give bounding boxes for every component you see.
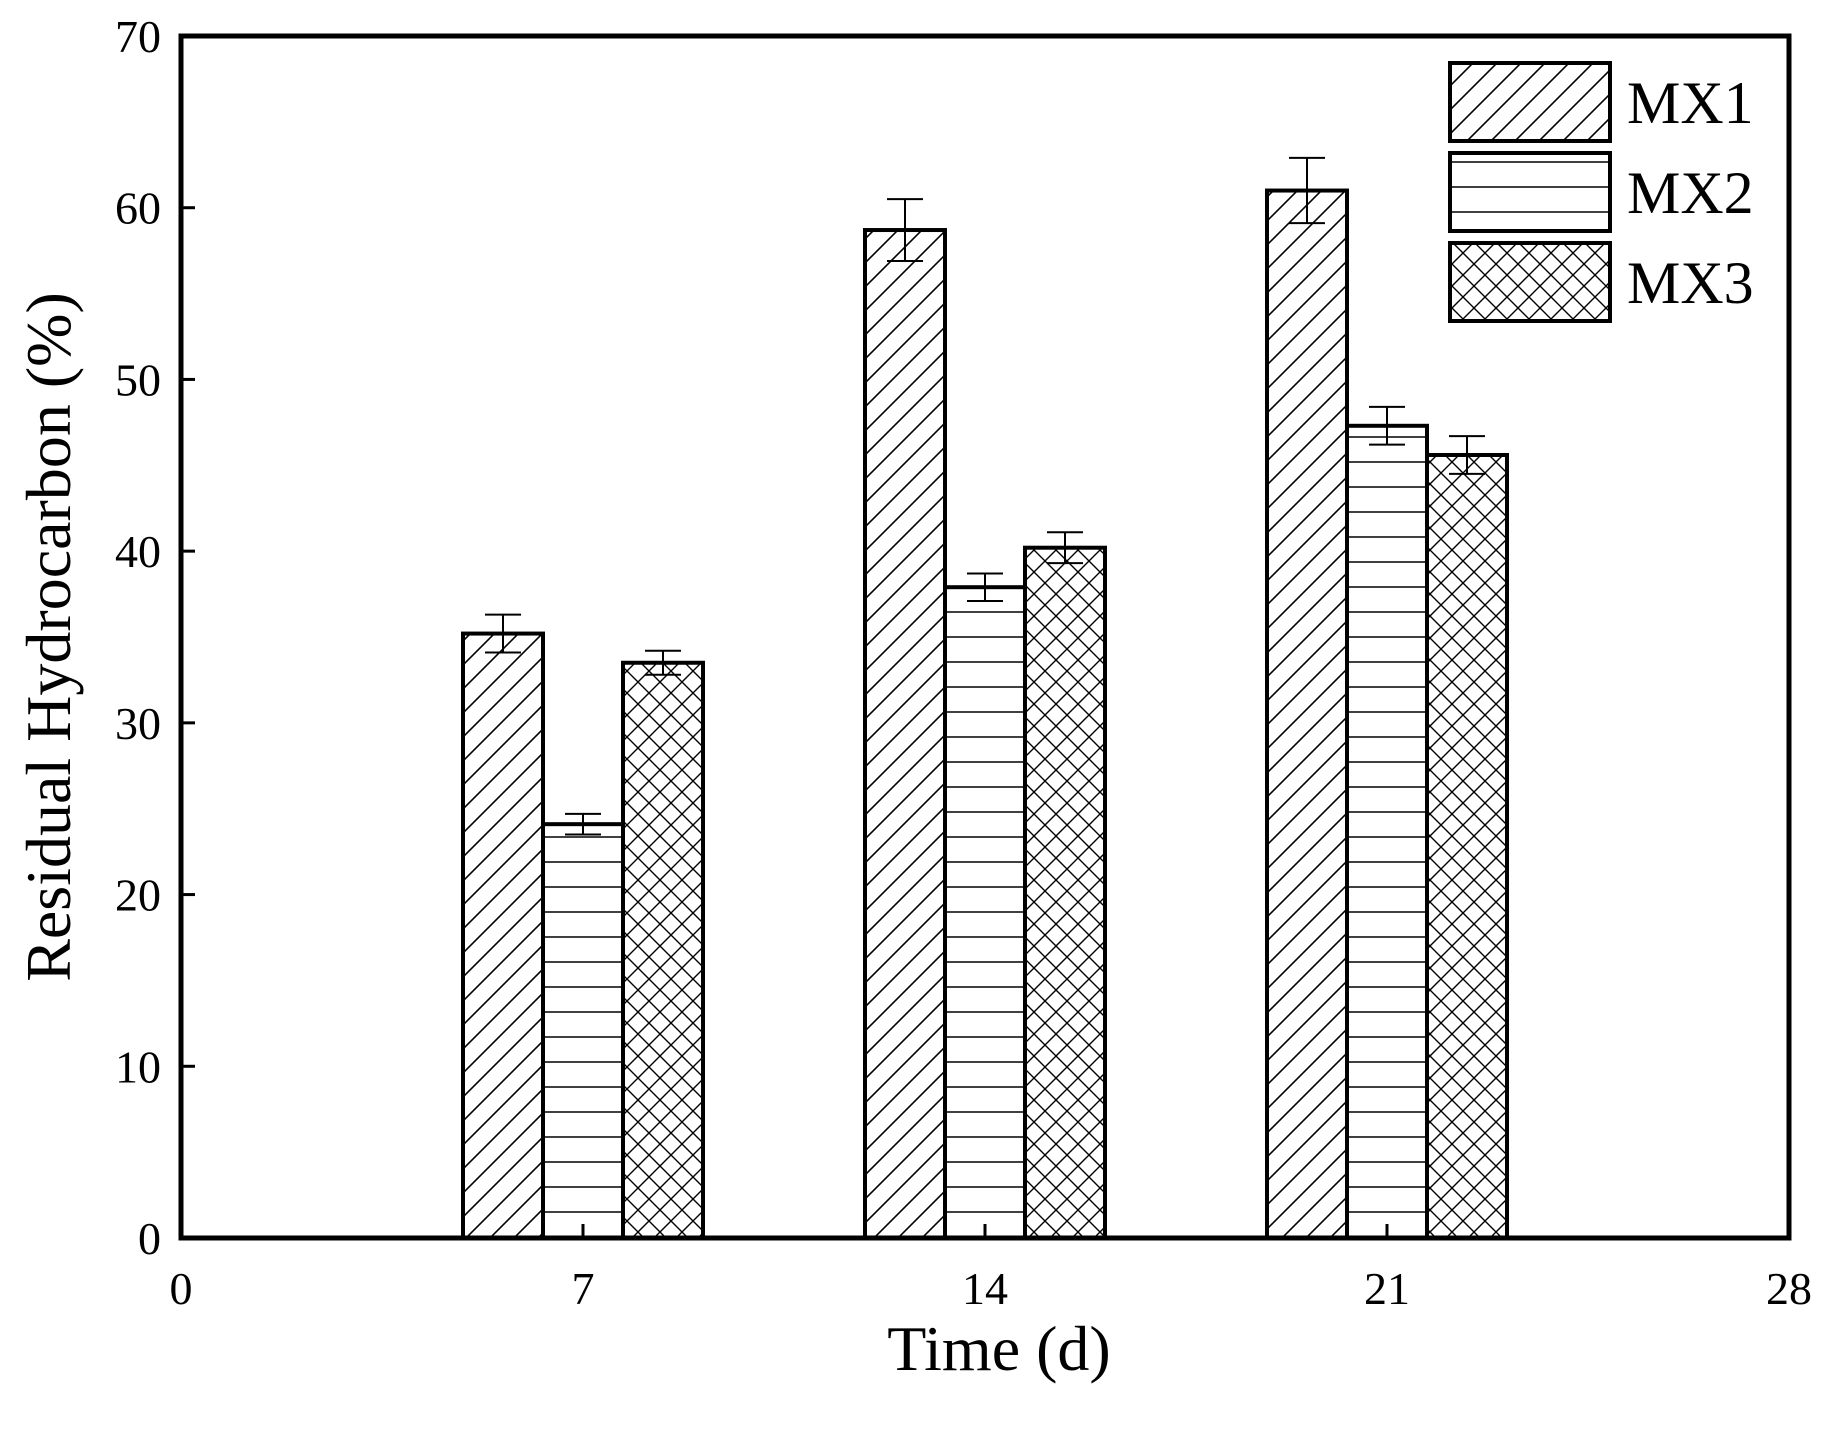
error-bar-mx1-14 <box>887 198 923 262</box>
legend-label: MX2 <box>1627 160 1754 226</box>
bar-mx2-21 <box>1345 423 1429 1240</box>
legend-label: MX1 <box>1627 70 1754 136</box>
error-bar-mx1-7 <box>485 613 521 654</box>
bar-mx1-21 <box>1265 188 1349 1241</box>
bar-mx3-21 <box>1425 452 1509 1240</box>
x-tick-label: 7 <box>572 1263 595 1314</box>
legend-swatch <box>1448 61 1612 143</box>
error-bar-mx2-7 <box>565 812 601 836</box>
bar-mx2-14 <box>943 585 1027 1240</box>
legend-label: MX3 <box>1627 250 1754 316</box>
bar-mx3-7 <box>621 660 705 1240</box>
y-tick-label: 10 <box>115 1041 161 1092</box>
x-tick-label: 28 <box>1766 1263 1812 1314</box>
error-bar-mx1-21 <box>1289 156 1325 225</box>
error-bar-mx2-14 <box>967 572 1003 602</box>
error-bar-mx2-21 <box>1369 405 1405 446</box>
legend-item-mx1: MX1 <box>1448 61 1754 143</box>
error-bar-mx3-14 <box>1047 531 1083 565</box>
x-tick-label: 14 <box>962 1263 1008 1314</box>
legend: MX1 MX2 MX3 <box>1448 61 1754 323</box>
bars-layer <box>461 188 1509 1241</box>
error-bar-mx3-21 <box>1449 435 1485 475</box>
bar-mx2-7 <box>541 822 625 1240</box>
y-tick-label: 50 <box>115 354 161 405</box>
y-tick-label: 40 <box>115 526 161 577</box>
x-tick-label: 0 <box>170 1263 193 1314</box>
y-tick-label: 70 <box>115 11 161 62</box>
error-bars-layer <box>485 156 1485 836</box>
y-tick-label: 20 <box>115 870 161 921</box>
bar-mx1-7 <box>461 631 545 1240</box>
y-tick-label: 30 <box>115 698 161 749</box>
bar-mx1-14 <box>863 228 947 1240</box>
error-bar-mx3-7 <box>645 649 681 676</box>
legend-item-mx2: MX2 <box>1448 151 1754 233</box>
legend-swatch <box>1448 241 1612 323</box>
legend-item-mx3: MX3 <box>1448 241 1754 323</box>
legend-swatch <box>1448 151 1612 233</box>
x-axis: 0 7 14 21 28 <box>170 1224 1812 1314</box>
y-axis-title: Residual Hydrocarbon (%) <box>13 292 84 982</box>
y-axis: 0 10 20 30 40 50 60 70 <box>115 11 195 1264</box>
x-axis-title: Time (d) <box>887 1313 1110 1384</box>
x-tick-label: 21 <box>1364 1263 1410 1314</box>
y-tick-label: 60 <box>115 183 161 234</box>
bar-mx3-14 <box>1023 545 1107 1240</box>
y-tick-label: 0 <box>138 1213 161 1264</box>
